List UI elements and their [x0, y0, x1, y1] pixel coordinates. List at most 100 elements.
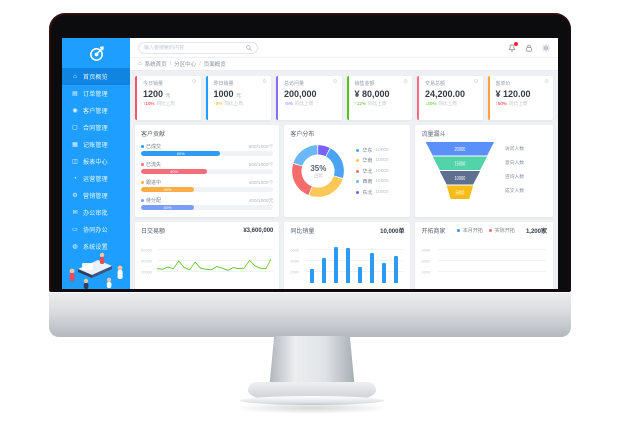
donut-segment-华东: [292, 145, 345, 197]
sidebar-item-contracts[interactable]: ▢ 合同管理: [62, 119, 130, 136]
donut-legend: 华东 10000 华南 10000 华北 10000 西南 10000 东北 10000: [356, 147, 389, 196]
stat-card-avg-price: 客单价 ⚙ ¥ 120.00 ↑50% 同比上周: [487, 76, 553, 120]
sidebar-illustration: [69, 252, 123, 289]
app-logo[interactable]: [62, 38, 130, 68]
legend-item: 实际开拓: [488, 227, 515, 234]
sidebar-item-label: 营销管理: [83, 194, 108, 200]
breadcrumb-home-icon[interactable]: ⌂: [138, 61, 142, 67]
chart-gridline: [157, 260, 274, 261]
stat-card-delta: ↑5%: [213, 101, 223, 106]
sidebar-item-approvals[interactable]: ✉ 办公审批: [62, 204, 130, 221]
card-settings-gear-icon[interactable]: ⚙: [403, 79, 408, 85]
stat-card-delta: ↓20%: [425, 101, 437, 106]
progress-track: 50%: [141, 169, 274, 174]
legend-value: 10000: [375, 179, 389, 184]
progress-track: 60%: [141, 151, 274, 156]
chart-plot-area: [306, 239, 402, 283]
chart-gridline: [306, 249, 405, 250]
breadcrumb-item-1[interactable]: 系统首页: [144, 62, 167, 68]
stat-card-sales-amount: 销售金额 ⚙ ¥ 80,000 ↑12% 同比上周: [346, 76, 412, 120]
card-settings-gear-icon[interactable]: ⚙: [473, 79, 479, 85]
legend-dot: [356, 190, 360, 194]
breadcrumb-separator: /: [199, 61, 201, 67]
sidebar-item-label: 报表中心: [83, 160, 108, 166]
monitor-stand-neck: [269, 336, 355, 390]
stat-card-compare: ↑5% 同比上周: [284, 101, 314, 106]
panel-daily-transactions: 日交易额 ¥3,600,000 60000 40000 20000: [135, 222, 280, 289]
card-settings-gear-icon[interactable]: ⚙: [544, 79, 549, 85]
settings-gear-icon[interactable]: [542, 43, 550, 52]
sidebar-menu: ⌂ 首页概览 ▤ 订单管理 ◉ 客户管理 ▢ 合同管理 ▦ 记账管理 ◫ 报表中心 ◔ 运营管理 ⚙ 营销管理…: [62, 68, 130, 255]
line-chart: 60000 40000 20000: [141, 239, 274, 283]
sidebar-item-settings[interactable]: ◍ 系统设置: [62, 238, 130, 255]
panel-title: 开拓商家: [421, 229, 446, 235]
contribution-value: 400/1000个: [248, 180, 274, 186]
funnel-layer-3: [440, 171, 481, 185]
stat-card-unit: 元: [236, 93, 242, 99]
search-input[interactable]: [144, 44, 243, 51]
donut-legend-item: 华南 10000: [356, 157, 389, 164]
panel-sales-comparison: 同比销量 10,000单 6000 4000 2000: [284, 222, 411, 289]
chart-gridline: [437, 271, 547, 272]
legend-dot: [356, 169, 360, 173]
bottom-panels-row: 日交易额 ¥3,600,000 60000 40000 20000 同比销量 10,…: [135, 222, 553, 289]
donut-legend-item: 西南 10000: [356, 178, 389, 185]
search-icon: [246, 44, 252, 51]
search-box[interactable]: [138, 41, 258, 54]
bar: [322, 258, 327, 283]
funnel-layer-2: [433, 156, 488, 170]
sidebar-item-orders[interactable]: ▤ 订单管理: [62, 85, 130, 102]
card-settings-gear-icon[interactable]: ⚙: [191, 79, 197, 85]
breadcrumb-item-2[interactable]: 分区中心: [174, 62, 197, 68]
panel-customer-contribution: 客户贡献 已成交 600/1000个 60% 已流失 500/1000个 50% 跟进中 40…: [135, 125, 280, 217]
legend-label: 东北: [362, 189, 373, 196]
sidebar-item-label: 运营管理: [83, 177, 108, 183]
sidebar-item-marketing[interactable]: ⚙ 营销管理: [62, 187, 130, 204]
topbar: [130, 38, 558, 58]
panel-title: 同比销量: [290, 229, 315, 235]
legend-dot: [141, 180, 144, 184]
stat-card-row: 今日销量 ⚙ 1200 元 ↑10% 同比上周 昨日销量 ⚙ 1000 元 ↑5% 同比上周 总访问…: [135, 76, 553, 120]
legend-value: 10000: [375, 158, 389, 163]
stat-card-value: 200,000: [284, 89, 317, 99]
monitor-shadow: [232, 402, 392, 414]
stat-card-value: 1200 元: [143, 89, 171, 99]
donut-legend-item: 东北 10000: [356, 189, 389, 196]
card-settings-gear-icon[interactable]: ⚙: [262, 79, 267, 85]
bar-series: [306, 239, 402, 283]
bar: [382, 263, 387, 283]
stat-card-label: 客单价: [495, 81, 511, 87]
lock-icon[interactable]: [525, 44, 533, 52]
panel-title: 客户贡献: [141, 132, 166, 138]
contracts-icon: ▢: [72, 124, 78, 131]
sidebar-item-customers[interactable]: ◉ 客户管理: [62, 102, 130, 119]
svg-text:15000: 15000: [455, 161, 466, 167]
bar: [334, 247, 339, 283]
sidebar-item-reports[interactable]: ◫ 报表中心: [62, 153, 130, 170]
panel-title: 客户分布: [290, 132, 315, 138]
grouped-bar-series: [437, 239, 545, 283]
contribution-value: 500/1000个: [248, 162, 274, 168]
stat-card-label: 销售金额: [354, 81, 375, 87]
notification-bell-icon[interactable]: [508, 41, 518, 52]
collaboration-icon: ▭: [72, 226, 78, 233]
card-settings-gear-icon[interactable]: ⚙: [332, 79, 338, 85]
sidebar-item-collaboration[interactable]: ▭ 协同办公: [62, 221, 130, 238]
billing-icon: ▦: [72, 141, 78, 148]
settings-icon: ◍: [72, 243, 78, 250]
sidebar-item-operations[interactable]: ◔ 运营管理: [62, 170, 130, 187]
funnel-layer-4: [447, 185, 474, 199]
contribution-value: 600/1000个: [248, 144, 274, 150]
legend-value: 10000: [375, 189, 389, 195]
stat-card-label: 交易总额: [425, 81, 446, 87]
chart-gridline: [157, 271, 274, 272]
breadcrumb-item-3: 页面概览: [203, 62, 226, 68]
sidebar-item-home[interactable]: ⌂ 首页概览: [62, 68, 130, 85]
svg-text:5000: 5000: [456, 190, 465, 196]
sidebar-item-label: 记账管理: [83, 143, 108, 149]
stat-card-label: 今日销量: [143, 81, 164, 87]
sidebar-item-billing[interactable]: ▦ 记账管理: [62, 136, 130, 153]
chart-gridline: [437, 260, 547, 261]
bar: [346, 247, 351, 283]
funnel-stage-label: · 咨询人数: [501, 174, 525, 180]
